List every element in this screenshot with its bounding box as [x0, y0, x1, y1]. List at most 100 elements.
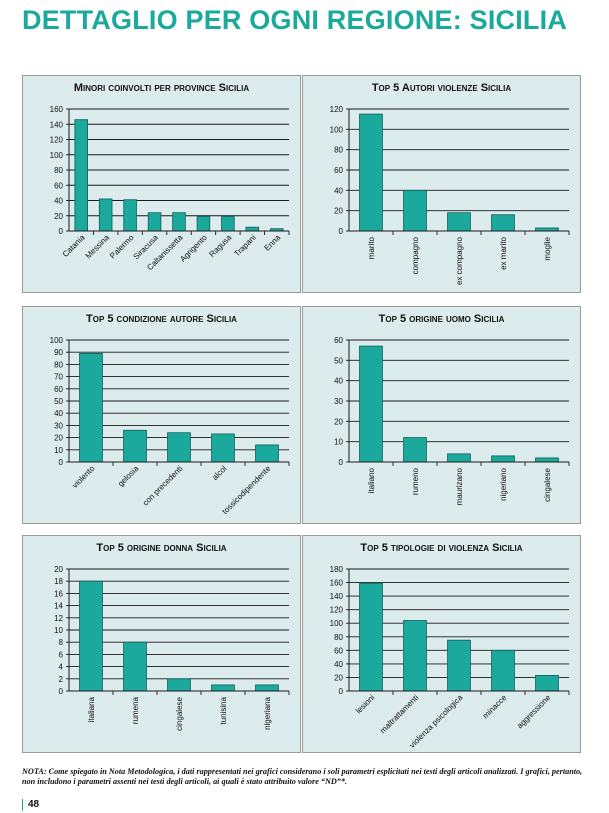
x-tick-label: gelosia	[116, 464, 141, 489]
x-tick-label: ex compagno	[455, 236, 464, 285]
x-tick-label: Trapani	[232, 233, 257, 258]
y-tick-label: 120	[330, 105, 344, 114]
y-tick-label: 14	[54, 602, 63, 611]
chart-title: Top 5 origine uomo Sicilia	[378, 313, 505, 325]
y-tick-label: 100	[330, 125, 344, 134]
y-tick-label: 0	[59, 458, 64, 467]
y-tick-label: 8	[59, 638, 64, 647]
chart-svg: 0 2 4 6 8 10 12 14 16 18 20 italiana rumena cingalese…	[54, 565, 290, 731]
bar-italiana	[79, 580, 103, 692]
chart-panel-tipologie-violenza: 0 20 40 60 80 100 120 140 160 180 lesioni maltratta…	[302, 535, 581, 753]
bar-siracusa	[147, 212, 162, 232]
x-tick-label: violento	[71, 464, 97, 490]
x-tick-label: Ragusa	[207, 233, 233, 259]
y-tick-label: 120	[50, 136, 64, 145]
bar-trapani	[245, 226, 260, 232]
chart-title: Top 5 condizione autore Sicilia	[86, 313, 237, 325]
y-tick-label: 30	[54, 421, 63, 430]
y-tick-label: 80	[54, 360, 63, 369]
y-tick-label: 20	[54, 434, 63, 443]
x-tick-label: Catania	[61, 233, 87, 259]
chart-panel-origine-donna: 0 2 4 6 8 10 12 14 16 18 20 italiana rumena cingalese…	[22, 535, 301, 753]
bar-lesioni	[359, 582, 383, 692]
y-tick-label: 60	[334, 336, 343, 345]
bar-con-precedenti	[167, 432, 191, 463]
y-tick-label: 60	[334, 646, 343, 655]
y-tick-label: 160	[50, 105, 64, 114]
y-tick-label: 20	[54, 212, 63, 221]
y-tick-label: 70	[54, 373, 63, 382]
x-tick-label: compagno	[411, 236, 420, 274]
y-tick-label: 40	[334, 377, 343, 386]
bar-maurizano	[447, 453, 471, 463]
bar-gelosia	[123, 429, 147, 463]
x-tick-label: tossicodipendente	[220, 464, 272, 516]
chart-title: Minori coinvolti per province Sicilia	[73, 82, 250, 94]
bar-caltanissetta	[172, 212, 186, 232]
y-tick-label: 90	[54, 348, 63, 357]
x-tick-label: nigeriano	[499, 467, 508, 500]
y-tick-label: 10	[54, 626, 63, 635]
y-tick-label: 20	[54, 565, 63, 574]
bar-catania	[74, 119, 88, 232]
bar-compagno	[403, 189, 427, 232]
y-tick-label: 20	[334, 417, 343, 426]
chart-svg: 0 10 20 30 40 50 60 italiano rumeno maurizano nige…	[334, 336, 570, 505]
x-tick-label: con precedenti	[141, 464, 185, 508]
y-tick-label: 140	[50, 120, 64, 129]
chart-title: Top 5 tipologie di violenza Sicilia	[360, 542, 523, 554]
y-tick-label: 160	[330, 579, 344, 588]
x-tick-label: moglie	[543, 236, 552, 260]
bar-alcol	[211, 433, 235, 463]
y-tick-label: 30	[334, 397, 343, 406]
y-tick-label: 0	[339, 227, 344, 236]
bar-tossicodipendente	[255, 444, 279, 463]
x-tick-label: tunisina	[219, 696, 228, 724]
x-tick-label: cingalese	[543, 467, 552, 501]
y-tick-label: 40	[54, 409, 63, 418]
chart-panel-origine-uomo: 0 10 20 30 40 50 60 italiano rumeno maurizano nige…	[302, 306, 581, 524]
x-tick-label: italiana	[87, 696, 96, 722]
chart-panel-autori-violenze: 0 20 40 60 80 100 120 marito compagno ex compagno…	[302, 75, 581, 293]
bar-palermo	[123, 199, 137, 232]
y-tick-label: 12	[54, 614, 63, 623]
methodology-note: NOTA: Come spiegato in Nota Metodologica…	[22, 767, 583, 786]
y-tick-label: 4	[59, 663, 64, 672]
x-tick-label: alcol	[210, 464, 228, 482]
bar-minacce	[491, 649, 515, 692]
page-number: 48	[22, 799, 39, 811]
bar-nigeriano	[491, 455, 515, 463]
bar-italiano	[359, 345, 383, 463]
y-tick-label: 60	[54, 181, 63, 190]
bar-violento	[79, 353, 103, 463]
y-tick-label: 20	[334, 207, 343, 216]
y-tick-label: 120	[330, 606, 344, 615]
chart-panel-condizione-autore: 0 10 20 30 40 50 60 70 80 90 100 violento gelosia con…	[22, 306, 301, 524]
y-tick-label: 10	[54, 446, 63, 455]
y-tick-label: 180	[330, 565, 344, 574]
x-tick-label: Messina	[84, 233, 112, 261]
y-tick-label: 18	[54, 577, 63, 586]
x-tick-label: Enna	[263, 233, 283, 253]
y-tick-label: 140	[330, 592, 344, 601]
page-title: DETTAGLIO PER OGNI REGIONE: SICILIA	[22, 5, 568, 35]
bar-rumena	[123, 641, 147, 692]
y-tick-label: 2	[59, 675, 64, 684]
chart-title: Top 5 Autori violenze Sicilia	[371, 82, 512, 94]
y-tick-label: 0	[59, 687, 64, 696]
bar-rumeno	[403, 437, 427, 463]
y-tick-label: 6	[59, 650, 64, 659]
x-tick-label: marito	[367, 236, 376, 259]
x-tick-label: nigeriana	[263, 696, 272, 729]
x-tick-label: lesioni	[354, 693, 377, 716]
x-tick-label: rumeno	[411, 467, 420, 495]
y-tick-label: 100	[50, 336, 64, 345]
x-tick-label: italiano	[367, 467, 376, 493]
y-tick-label: 40	[334, 660, 343, 669]
y-tick-label: 20	[334, 673, 343, 682]
y-tick-label: 100	[50, 151, 64, 160]
bar-ragusa	[221, 216, 235, 232]
chart-svg: 0 20 40 60 80 100 120 marito compagno ex compagno…	[330, 105, 570, 285]
y-tick-label: 80	[334, 146, 343, 155]
y-tick-label: 0	[59, 227, 64, 236]
